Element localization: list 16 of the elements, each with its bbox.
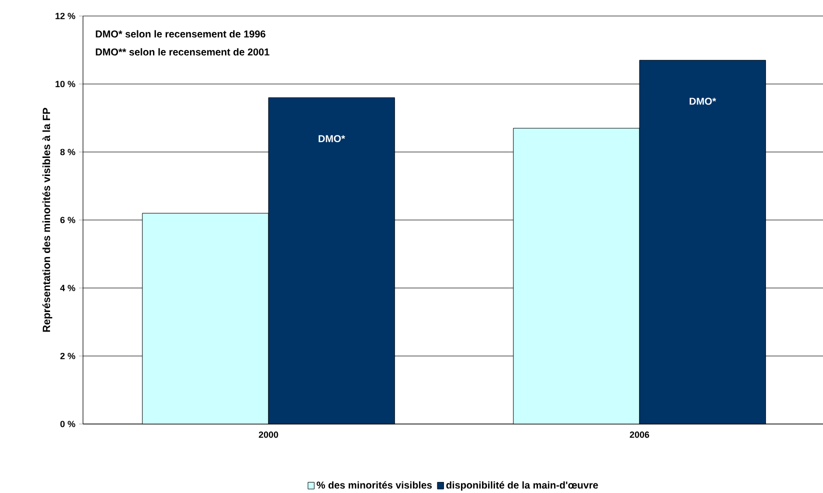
- y-tick-label: 0 %: [60, 420, 76, 428]
- legend-label: % des minorités visibles: [316, 481, 432, 489]
- data-label: DMO*: [690, 98, 716, 105]
- legend-label: disponibilité de la main-d'œuvre: [446, 481, 598, 491]
- y-tick-label: 4 %: [60, 284, 76, 292]
- x-tick-label: 2006: [630, 432, 650, 438]
- y-tick-label: 12 %: [56, 12, 76, 20]
- x-tick-label: 2000: [258, 432, 278, 438]
- y-tick-label: 10 %: [56, 80, 76, 88]
- annotation: DMO** selon le recensement de 2001: [96, 48, 270, 56]
- y-axis-title: Représentation des minorités visibles à la FP: [42, 108, 52, 332]
- annotation: DMO* selon le recensement de 1996: [96, 30, 266, 38]
- data-label: DMO*: [318, 135, 346, 142]
- y-tick-label: 2 %: [60, 352, 76, 360]
- y-tick-label: 8 %: [60, 148, 76, 156]
- y-tick-label: 6 %: [60, 216, 76, 224]
